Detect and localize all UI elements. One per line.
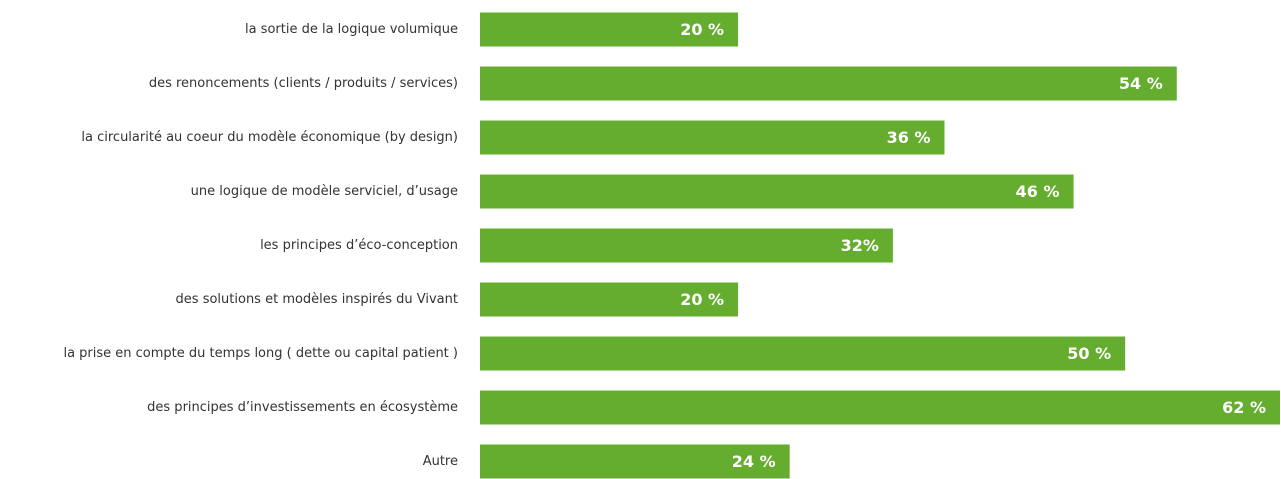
category-label: des solutions et modèles inspirés du Viv… xyxy=(176,292,458,307)
bar xyxy=(480,12,739,47)
category-label: Autre xyxy=(423,454,458,469)
value-label: 54 % xyxy=(1119,74,1163,93)
category-label: des renoncements (clients / produits / s… xyxy=(149,76,458,91)
category-label: les principes d’éco-conception xyxy=(260,238,458,253)
bar xyxy=(480,336,1126,371)
bar xyxy=(480,228,893,263)
bar xyxy=(480,390,1280,425)
value-label: 32% xyxy=(841,236,879,255)
category-label: la circularité au coeur du modèle économ… xyxy=(81,130,458,145)
category-label: la prise en compte du temps long ( dette… xyxy=(63,346,458,361)
value-label: 50 % xyxy=(1067,344,1111,363)
value-label: 24 % xyxy=(732,452,776,471)
category-label: une logique de modèle serviciel, d’usage xyxy=(191,184,458,199)
bar xyxy=(480,120,945,155)
value-label: 46 % xyxy=(1016,182,1060,201)
value-label: 36 % xyxy=(887,128,931,147)
bar xyxy=(480,174,1074,209)
value-label: 20 % xyxy=(680,290,724,309)
bar xyxy=(480,444,790,479)
value-label: 62 % xyxy=(1222,398,1266,417)
bar xyxy=(480,282,739,317)
value-label: 20 % xyxy=(680,20,724,39)
category-label: des principes d’investissements en écosy… xyxy=(147,400,458,415)
category-label: la sortie de la logique volumique xyxy=(245,22,458,37)
bar xyxy=(480,66,1177,101)
